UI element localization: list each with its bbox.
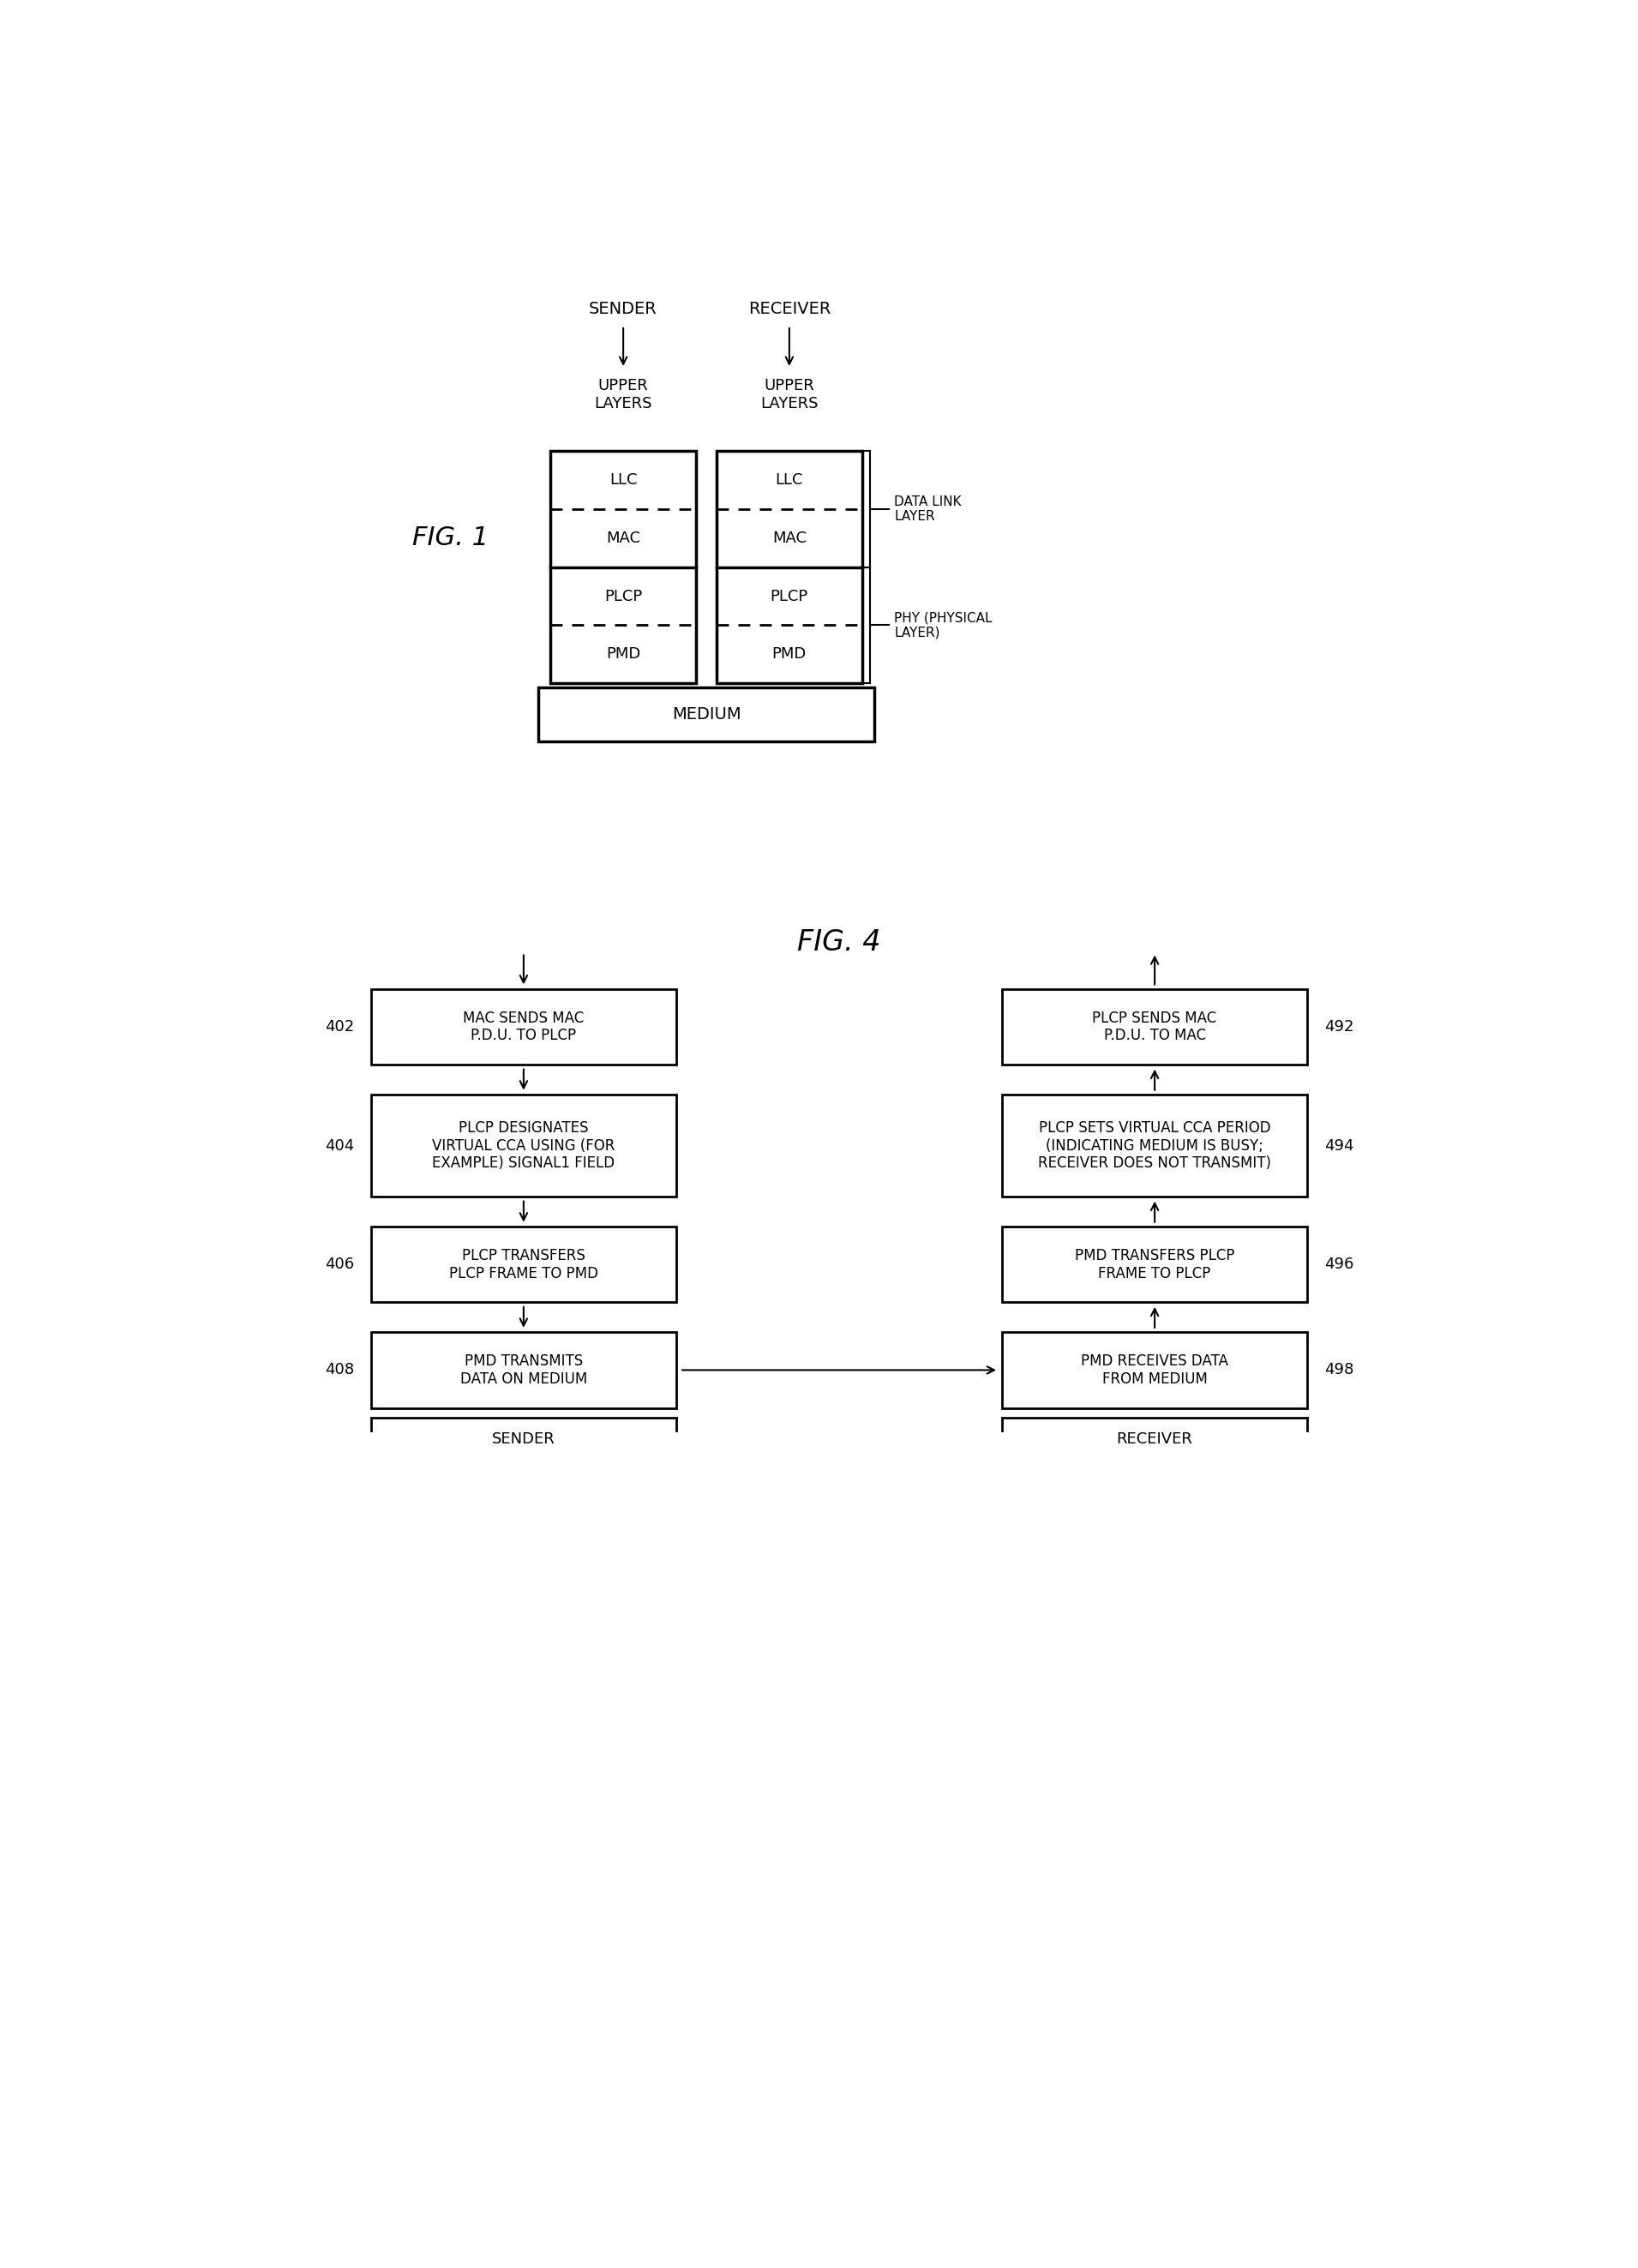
Text: MAC: MAC [606, 531, 640, 547]
Text: 494: 494 [1324, 1139, 1353, 1154]
Bar [370, 989, 676, 1064]
Text: 402: 402 [324, 1018, 354, 1034]
Text: PHY (PHYSICAL
LAYER): PHY (PHYSICAL LAYER) [894, 612, 993, 640]
Bar [539, 687, 875, 742]
Text: FIG. 1: FIG. 1 [413, 526, 488, 551]
Text: 492: 492 [1324, 1018, 1353, 1034]
Bar [1002, 1227, 1307, 1302]
Text: PLCP TRANSFERS
PLCP FRAME TO PMD: PLCP TRANSFERS PLCP FRAME TO PMD [449, 1247, 598, 1281]
Bar [1002, 989, 1307, 1064]
Text: UPPER
LAYERS: UPPER LAYERS [760, 379, 819, 411]
Text: FIG. 4: FIG. 4 [798, 928, 881, 957]
Text: PMD RECEIVES DATA
FROM MEDIUM: PMD RECEIVES DATA FROM MEDIUM [1081, 1354, 1228, 1386]
Text: 408: 408 [324, 1363, 354, 1377]
Text: PMD: PMD [771, 646, 806, 662]
Text: PMD: PMD [606, 646, 640, 662]
Bar [370, 1095, 676, 1198]
Text: PLCP SETS VIRTUAL CCA PERIOD
(INDICATING MEDIUM IS BUSY;
RECEIVER DOES NOT TRANS: PLCP SETS VIRTUAL CCA PERIOD (INDICATING… [1038, 1120, 1271, 1170]
Text: PLCP SENDS MAC
P.D.U. TO MAC: PLCP SENDS MAC P.D.U. TO MAC [1093, 1009, 1217, 1043]
Text: RECEIVER: RECEIVER [1117, 1431, 1192, 1447]
Text: LLC: LLC [609, 472, 637, 488]
Bar [716, 451, 862, 683]
Text: 406: 406 [324, 1256, 354, 1272]
Text: 498: 498 [1324, 1363, 1353, 1377]
Text: SENDER: SENDER [590, 302, 657, 318]
Text: SENDER: SENDER [491, 1431, 555, 1447]
Bar [1002, 1331, 1307, 1408]
Text: MAC: MAC [771, 531, 806, 547]
Text: RECEIVER: RECEIVER [749, 302, 830, 318]
Bar [370, 1227, 676, 1302]
Text: PLCP: PLCP [604, 587, 642, 603]
Text: PLCP DESIGNATES
VIRTUAL CCA USING (FOR
EXAMPLE) SIGNAL1 FIELD: PLCP DESIGNATES VIRTUAL CCA USING (FOR E… [432, 1120, 614, 1170]
Text: 496: 496 [1324, 1256, 1353, 1272]
Text: 404: 404 [324, 1139, 354, 1154]
Text: DATA LINK
LAYER: DATA LINK LAYER [894, 494, 962, 524]
Bar [1002, 1095, 1307, 1198]
Text: PMD TRANSFERS PLCP
FRAME TO PLCP: PMD TRANSFERS PLCP FRAME TO PLCP [1075, 1247, 1235, 1281]
Text: MEDIUM: MEDIUM [672, 705, 740, 723]
Text: PLCP: PLCP [770, 587, 808, 603]
Text: PMD TRANSMITS
DATA ON MEDIUM: PMD TRANSMITS DATA ON MEDIUM [460, 1354, 586, 1386]
Bar [550, 451, 696, 683]
Text: LLC: LLC [775, 472, 803, 488]
Text: MAC SENDS MAC
P.D.U. TO PLCP: MAC SENDS MAC P.D.U. TO PLCP [464, 1009, 585, 1043]
Text: UPPER
LAYERS: UPPER LAYERS [595, 379, 652, 411]
Bar [370, 1331, 676, 1408]
